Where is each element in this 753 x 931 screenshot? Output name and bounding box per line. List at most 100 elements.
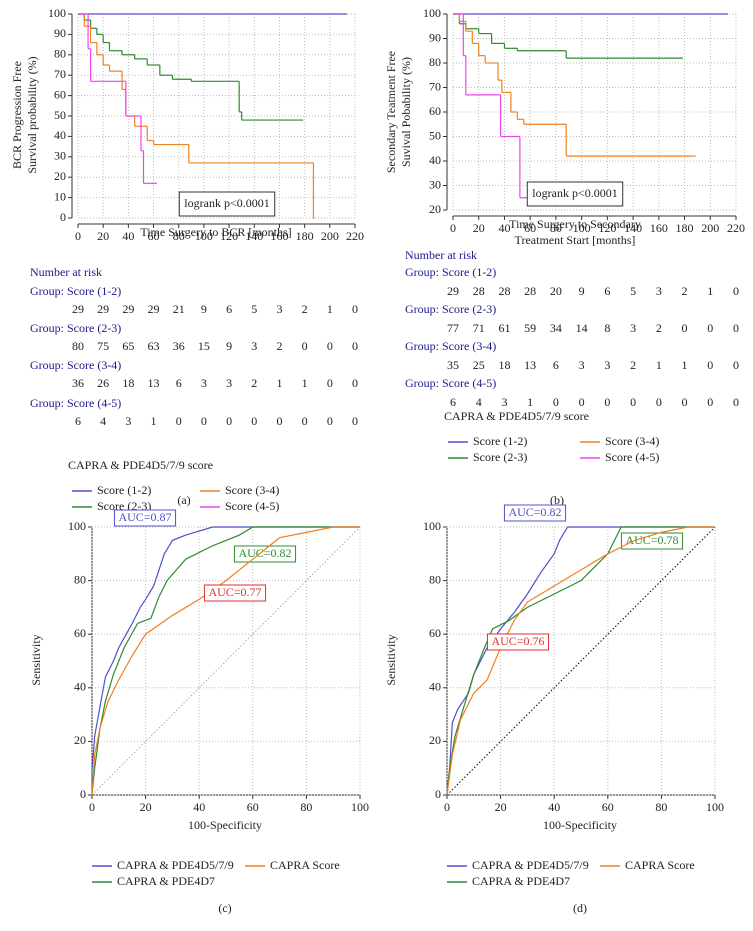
y-tick-label: 60 xyxy=(74,626,86,640)
risk-group: Group: Score (4-5) xyxy=(30,396,121,410)
panel-label: (a) xyxy=(177,493,190,507)
risk-count: 9 xyxy=(201,302,207,316)
annotation: logrank p<0.0001 xyxy=(532,186,617,200)
y-tick-label: 100 xyxy=(68,519,86,533)
x-tick-label: 120 xyxy=(220,229,238,243)
x-tick-label: 160 xyxy=(270,229,288,243)
y-tick-label: 60 xyxy=(429,626,441,640)
risk-group: Group: Score (2-3) xyxy=(30,321,121,335)
x-tick-label: 220 xyxy=(346,229,364,243)
y-tick-label: 90 xyxy=(54,26,66,40)
panel-label: (b) xyxy=(550,493,564,507)
risk-count: 5 xyxy=(630,284,636,298)
panel-label: (c) xyxy=(218,901,231,915)
x-tick-label: 40 xyxy=(498,221,510,235)
risk-group: Group: Score (1-2) xyxy=(30,284,121,298)
risk-group: Group: Score (3-4) xyxy=(405,339,496,353)
risk-count: 3 xyxy=(251,339,257,353)
y-axis-label: Sensitivity xyxy=(29,634,43,685)
auc-label: AUC=0.82 xyxy=(508,505,561,519)
x-tick-label: 180 xyxy=(296,229,314,243)
risk-count: 0 xyxy=(604,395,610,409)
roc-curve xyxy=(91,526,360,795)
x-tick-label: 40 xyxy=(193,800,205,814)
x-tick-label: 140 xyxy=(624,221,642,235)
x-tick-label: 140 xyxy=(245,229,263,243)
risk-group: Group: Score (3-4) xyxy=(30,358,121,372)
legend-label: CAPRA & PDE4D5/7/9 xyxy=(117,858,234,872)
risk-count: 3 xyxy=(125,414,131,428)
risk-count: 6 xyxy=(226,302,232,316)
risk-count: 0 xyxy=(226,414,232,428)
y-tick-label: 80 xyxy=(429,572,441,586)
risk-count: 80 xyxy=(72,339,84,353)
risk-count: 29 xyxy=(122,302,134,316)
auc-box xyxy=(620,532,684,550)
y-tick-label: 100 xyxy=(423,6,441,20)
x-tick-label: 0 xyxy=(89,800,95,814)
risk-count: 3 xyxy=(226,376,232,390)
legend-label: CAPRA Score xyxy=(270,858,340,872)
x-tick-label: 40 xyxy=(122,229,134,243)
y-tick-label: 20 xyxy=(74,733,86,747)
y-tick-label: 30 xyxy=(54,149,66,163)
roc-curve xyxy=(446,526,715,796)
risk-count: 65 xyxy=(122,339,134,353)
risk-count: 2 xyxy=(276,339,282,353)
auc-label: AUC=0.87 xyxy=(118,510,171,524)
risk-count: 3 xyxy=(656,284,662,298)
auc-label: AUC=0.76 xyxy=(491,634,544,648)
y-axis-label: Survival probability (%) xyxy=(25,56,39,173)
x-tick-label: 20 xyxy=(473,221,485,235)
risk-count: 0 xyxy=(251,414,257,428)
risk-count: 2 xyxy=(682,284,688,298)
x-tick-label: 200 xyxy=(321,229,339,243)
y-tick-label: 100 xyxy=(48,6,66,20)
x-axis-label: Time Surgery to BCR [months] xyxy=(140,225,291,239)
x-tick-label: 220 xyxy=(727,221,745,235)
y-tick-label: 70 xyxy=(54,67,66,81)
y-axis-label: Suvival Pobability (%) xyxy=(399,57,413,167)
risk-count: 0 xyxy=(579,395,585,409)
risk-count: 1 xyxy=(302,376,308,390)
risk-count: 3 xyxy=(501,395,507,409)
y-tick-label: 80 xyxy=(429,55,441,69)
y-tick-label: 0 xyxy=(435,787,441,801)
risk-count: 6 xyxy=(450,395,456,409)
risk-count: 0 xyxy=(707,395,713,409)
risk-count: 21 xyxy=(173,302,185,316)
risk-count: 71 xyxy=(473,321,485,335)
risk-count: 34 xyxy=(550,321,562,335)
risk-count: 0 xyxy=(733,358,739,372)
risk-count: 2 xyxy=(656,321,662,335)
x-tick-label: 0 xyxy=(450,221,456,235)
risk-count: 29 xyxy=(447,284,459,298)
risk-count: 0 xyxy=(553,395,559,409)
risk-count: 0 xyxy=(733,321,739,335)
x-tick-label: 60 xyxy=(247,800,259,814)
y-tick-label: 0 xyxy=(80,787,86,801)
risk-count: 3 xyxy=(276,302,282,316)
x-tick-label: 0 xyxy=(444,800,450,814)
risk-count: 3 xyxy=(604,358,610,372)
auc-label: AUC=0.78 xyxy=(625,533,678,547)
risk-title: Number at risk xyxy=(405,248,477,262)
auc-box xyxy=(503,504,567,522)
x-tick-label: 20 xyxy=(97,229,109,243)
risk-count: 28 xyxy=(498,284,510,298)
y-tick-label: 100 xyxy=(423,519,441,533)
x-tick-label: 0 xyxy=(75,229,81,243)
risk-count: 2 xyxy=(630,358,636,372)
auc-label: AUC=0.77 xyxy=(208,585,261,599)
x-tick-label: 200 xyxy=(701,221,719,235)
y-tick-label: 20 xyxy=(54,169,66,183)
legend-label: Score (3-4) xyxy=(605,434,659,448)
y-tick-label: 20 xyxy=(429,202,441,216)
risk-count: 0 xyxy=(352,376,358,390)
risk-count: 0 xyxy=(682,395,688,409)
annotation: logrank p<0.0001 xyxy=(184,196,269,210)
risk-count: 0 xyxy=(707,321,713,335)
x-tick-label: 20 xyxy=(140,800,152,814)
x-tick-label: 80 xyxy=(173,229,185,243)
risk-count: 29 xyxy=(97,302,109,316)
